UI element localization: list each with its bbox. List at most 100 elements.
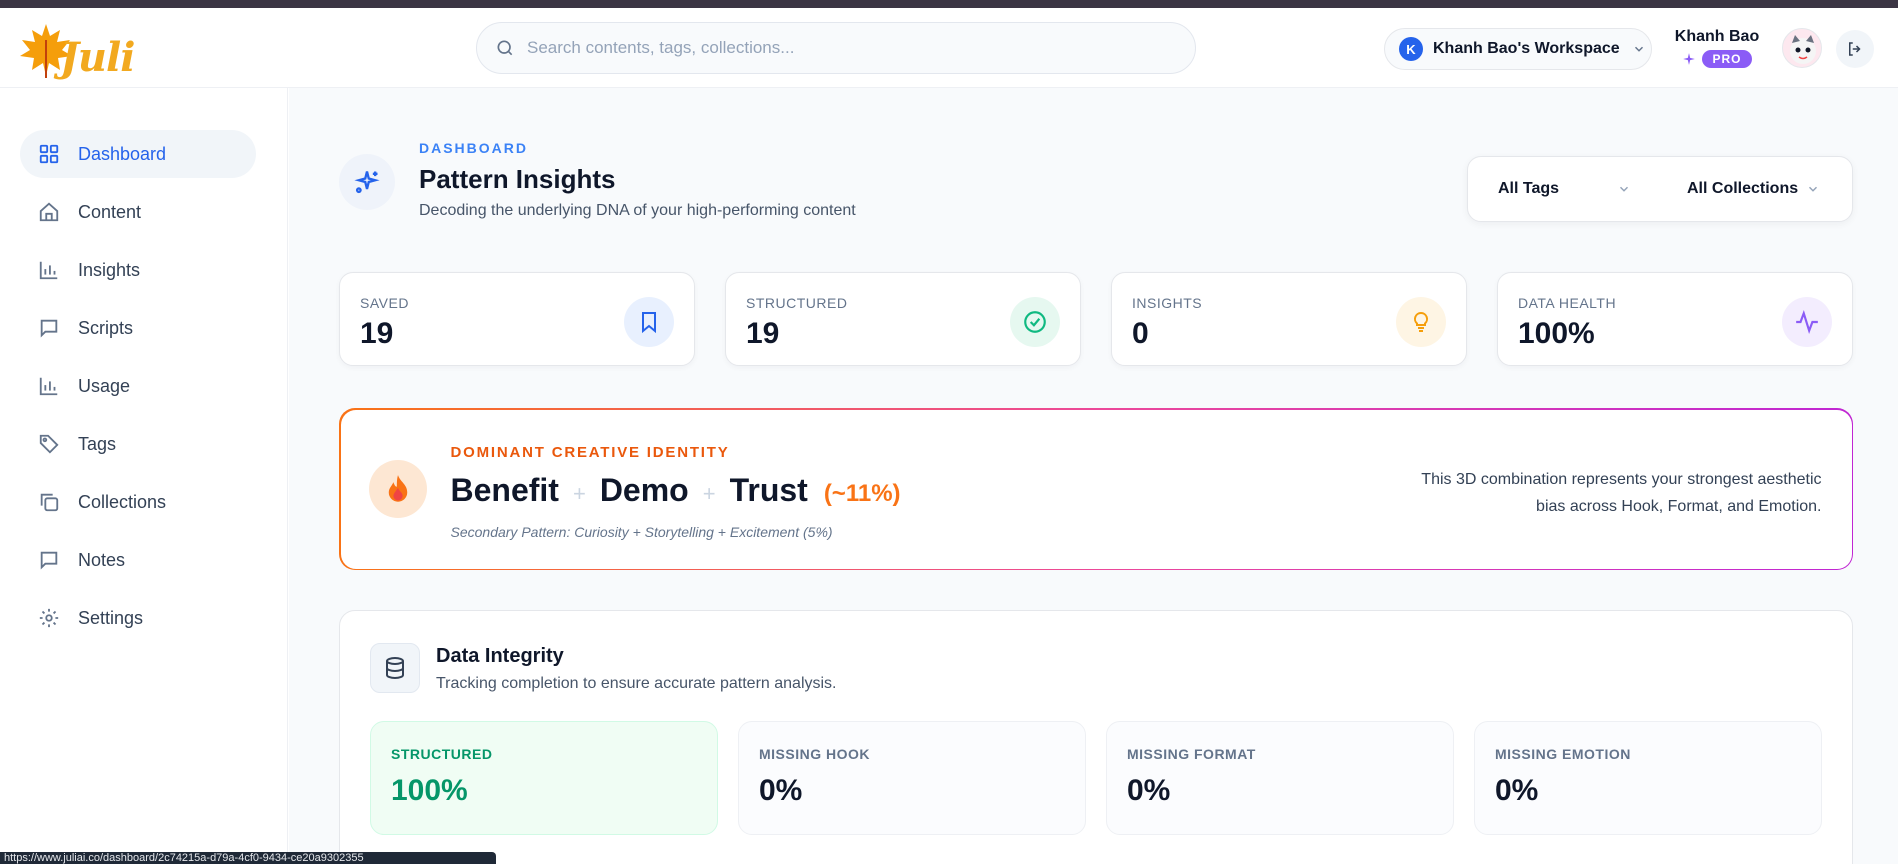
sidebar-item-label: Insights <box>78 259 141 280</box>
sidebar-item-insights[interactable]: Insights <box>20 246 256 294</box>
logout-icon <box>1849 42 1861 56</box>
stat-icon-wrap <box>1396 297 1446 347</box>
bar-chart-icon <box>39 377 58 396</box>
copy-icon <box>40 493 59 512</box>
metric-missing-hook: MISSING HOOK 0% <box>738 721 1086 835</box>
chevron-down-icon <box>1619 186 1629 192</box>
identity-eyebrow: DOMINANT CREATIVE IDENTITY <box>450 443 730 461</box>
logo-text: Juli <box>60 34 135 81</box>
page-icon <box>339 154 395 210</box>
logout-button[interactable] <box>1836 30 1874 68</box>
search-bar[interactable] <box>476 22 1196 74</box>
stat-label: SAVED <box>360 295 409 311</box>
window-top-strip <box>0 0 1898 8</box>
sidebar-item-label: Scripts <box>78 317 134 338</box>
stat-value: 19 <box>746 317 780 350</box>
identity-description: This 3D combination represents your stro… <box>1421 470 1822 515</box>
identity-words: Benefit + Demo + Trust (~11%) <box>451 472 901 509</box>
message-square-icon <box>40 551 58 570</box>
identity-word-emotion: Trust <box>729 471 808 508</box>
stat-icon-wrap <box>624 297 674 347</box>
stat-value: 100% <box>1518 317 1595 350</box>
stat-value: 0 <box>1132 317 1149 350</box>
plan-row: PRO <box>1672 50 1762 68</box>
stat-card-structured[interactable]: STRUCTURED 19 <box>725 272 1081 366</box>
collections-filter-select[interactable]: All Collections <box>1667 166 1842 212</box>
stat-value: 19 <box>360 317 394 350</box>
flame-icon-wrap <box>368 459 427 518</box>
data-integrity-card: Data Integrity Tracking completion to en… <box>339 610 1853 864</box>
workspace-name: Khanh Bao's Workspace <box>1433 40 1620 57</box>
activity-icon <box>1796 309 1818 335</box>
user-name: Khanh Bao <box>1674 28 1760 45</box>
sidebar-item-label: Notes <box>78 549 126 570</box>
gear-icon <box>39 608 59 628</box>
sidebar-item-settings[interactable]: Settings <box>20 594 256 642</box>
page-subtitle: Decoding the underlying DNA of your high… <box>419 202 856 219</box>
search-input[interactable] <box>527 38 1167 58</box>
sidebar-item-collections[interactable]: Collections <box>20 478 256 526</box>
metric-label: MISSING FORMAT <box>1127 746 1256 762</box>
metric-value: 0% <box>759 774 803 807</box>
tag-icon <box>39 434 59 454</box>
plus-separator-icon: + <box>572 480 586 506</box>
bookmark-icon <box>642 312 656 334</box>
lightbulb-icon <box>1413 311 1429 332</box>
stat-card-data-health[interactable]: DATA HEALTH 100% <box>1497 272 1853 366</box>
sidebar-item-label: Tags <box>78 433 117 454</box>
tags-filter-select[interactable]: All Tags <box>1478 166 1653 212</box>
stat-label: STRUCTURED <box>746 295 848 311</box>
home-icon <box>39 202 59 222</box>
filter-bar: All Tags All Collections <box>1467 156 1853 222</box>
creative-identity-body: DOMINANT CREATIVE IDENTITY Benefit + Dem… <box>340 409 1852 569</box>
chevron-down-icon <box>1634 46 1643 52</box>
metric-value: 0% <box>1495 774 1539 807</box>
identity-secondary-pattern: Secondary Pattern: Curiosity + Storytell… <box>450 523 833 540</box>
integrity-title: Data Integrity <box>436 645 564 667</box>
avatar-image <box>1790 35 1816 64</box>
identity-word-format: Demo <box>599 471 689 508</box>
sidebar-item-dashboard[interactable]: Dashboard <box>20 130 256 178</box>
workspace-switcher[interactable]: K Khanh Bao's Workspace <box>1384 28 1652 70</box>
creative-identity-card: DOMINANT CREATIVE IDENTITY Benefit + Dem… <box>339 408 1853 570</box>
pro-badge: PRO <box>1702 50 1752 68</box>
grid-icon <box>39 144 59 164</box>
sparkle-icon <box>1683 53 1696 65</box>
user-info: Khanh Bao PRO <box>1672 28 1762 68</box>
stat-card-saved[interactable]: SAVED 19 <box>339 272 695 366</box>
sidebar-item-label: Collections <box>78 491 167 512</box>
identity-percent: (~11%) <box>823 479 901 507</box>
page-title: Pattern Insights <box>419 164 616 194</box>
metric-missing-format: MISSING FORMAT 0% <box>1106 721 1454 835</box>
metric-value: 100% <box>391 774 468 807</box>
search-icon <box>497 40 513 56</box>
chevron-down-icon <box>1808 186 1818 192</box>
app-logo[interactable]: Juli <box>16 20 135 81</box>
metric-label: MISSING EMOTION <box>1495 746 1631 762</box>
page-eyebrow: DASHBOARD <box>419 140 528 156</box>
sidebar-item-notes[interactable]: Notes <box>20 536 256 584</box>
sidebar-item-label: Dashboard <box>78 143 167 164</box>
collections-filter-value: All Collections <box>1687 180 1799 197</box>
sidebar-item-tags[interactable]: Tags <box>20 420 256 468</box>
sidebar-item-scripts[interactable]: Scripts <box>20 304 256 352</box>
check-circle-icon <box>1024 311 1046 333</box>
browser-status-url: https://www.juliai.co/dashboard/2c74215a… <box>0 852 496 864</box>
stat-label: INSIGHTS <box>1132 295 1203 311</box>
sidebar-item-label: Settings <box>78 607 144 628</box>
stat-card-insights[interactable]: INSIGHTS 0 <box>1111 272 1467 366</box>
sidebar-item-usage[interactable]: Usage <box>20 362 256 410</box>
message-square-icon <box>40 319 58 338</box>
integrity-subtitle: Tracking completion to ensure accurate p… <box>436 675 837 692</box>
tags-filter-value: All Tags <box>1498 180 1560 197</box>
stat-icon-wrap <box>1782 297 1832 347</box>
metric-value: 0% <box>1127 774 1171 807</box>
metric-missing-emotion: MISSING EMOTION 0% <box>1474 721 1822 835</box>
workspace-avatar: K <box>1399 37 1423 61</box>
main-content: DASHBOARD Pattern Insights Decoding the … <box>289 88 1898 864</box>
sidebar-item-content[interactable]: Content <box>20 188 256 236</box>
metric-label: STRUCTURED <box>391 746 493 762</box>
database-icon-wrap <box>370 643 420 693</box>
database-icon <box>386 657 404 679</box>
user-avatar[interactable] <box>1782 28 1822 68</box>
